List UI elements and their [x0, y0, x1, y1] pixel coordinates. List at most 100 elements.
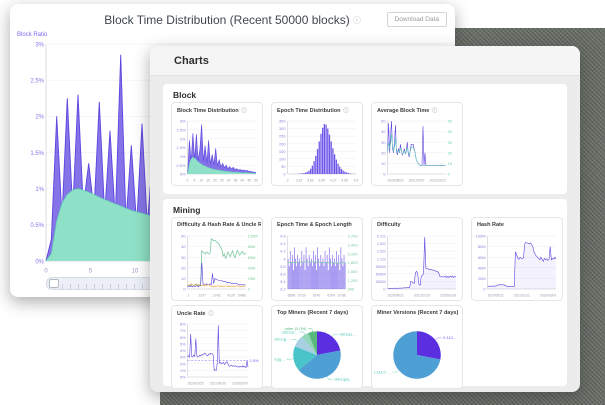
charts-title: Charts: [174, 55, 209, 67]
epoch-time-distribution-mini-chart: 350 300 250 200 150 100 50 0 3 3.32 3.63 3.95 4.27 4.…: [274, 117, 360, 183]
difficulty-hashrate-unclerate-mini-chart: 50 40 30 20 10 0 100M 80M 60M 40M 20M 0 1 1377 2743 412…: [174, 232, 260, 298]
svg-text:10: 10: [199, 179, 203, 183]
svg-text:1.8G: 1.8G: [377, 241, 386, 246]
svg-text:2022/12/23: 2022/12/23: [430, 179, 446, 183]
svg-text:15: 15: [206, 179, 210, 183]
svg-text:45: 45: [247, 179, 251, 183]
svg-text:3.4: 3.4: [280, 279, 286, 284]
svg-text:ckb1qz…: ckb1qz…: [340, 332, 357, 337]
svg-text:ckb1qt…: ckb1qt…: [282, 329, 298, 334]
mini-chart-card-epoch-time-distribution[interactable]: Epoch Time Distribution ⓘ 350 300 250 200 150…: [271, 102, 363, 186]
svg-text:6786: 6786: [338, 294, 346, 298]
svg-text:0.110…: 0.110…: [443, 335, 457, 340]
svg-text:6%: 6%: [180, 335, 186, 340]
svg-text:6720: 6720: [298, 294, 306, 298]
svg-text:ckb1qj…: ckb1qj…: [274, 337, 290, 342]
svg-text:900: 900: [348, 287, 355, 292]
svg-text:60M: 60M: [478, 255, 486, 260]
svg-text:300: 300: [279, 126, 286, 131]
svg-text:0.5%: 0.5%: [176, 163, 186, 168]
svg-text:3.32: 3.32: [296, 179, 303, 183]
svg-text:0: 0: [483, 287, 486, 292]
svg-text:1.2G: 1.2G: [377, 256, 386, 261]
slider-handle-left[interactable]: [49, 279, 59, 288]
svg-text:7%: 7%: [180, 328, 186, 333]
svg-text:0%: 0%: [180, 375, 186, 380]
mini-chart-title: Miner Versions (Recent 7 days): [377, 310, 459, 316]
mini-chart-card-difficulty-hashrate-unclerate[interactable]: Difficulty & Hash Rate & Uncle Rate 50 40…: [171, 217, 263, 301]
svg-text:2021/09/30: 2021/09/30: [210, 382, 226, 386]
svg-text:4.6: 4.6: [280, 234, 286, 239]
mini-chart-title: Difficulty & Hash Rate & Uncle Rate: [177, 222, 261, 228]
svg-text:1,500: 1,500: [348, 269, 359, 274]
svg-text:4.2: 4.2: [280, 249, 286, 254]
info-icon[interactable]: ⓘ: [241, 108, 247, 114]
svg-text:0: 0: [383, 287, 386, 292]
svg-text:20: 20: [448, 150, 453, 155]
svg-text:3.63: 3.63: [307, 179, 314, 183]
block-section-label: Block: [173, 90, 197, 100]
svg-text:20: 20: [181, 265, 186, 270]
svg-text:4%: 4%: [180, 348, 186, 353]
svg-text:1%: 1%: [180, 154, 186, 159]
charts-window: Charts Block Block Time Distribution ⓘ 3%…: [150, 46, 580, 392]
svg-text:8%: 8%: [180, 322, 186, 327]
svg-text:4.27: 4.27: [330, 179, 337, 183]
svg-text:80M: 80M: [248, 244, 256, 249]
top-miners-pie-chart: ckb1qz… ckb1qyq… ckb1qg… ckb1qj… ckb1qt…othe…: [268, 320, 360, 386]
svg-text:4.9: 4.9: [354, 179, 359, 183]
svg-text:0%: 0%: [35, 259, 44, 265]
svg-text:20: 20: [213, 179, 217, 183]
svg-text:30: 30: [227, 179, 231, 183]
svg-text:600M: 600M: [376, 271, 386, 276]
svg-text:10: 10: [448, 161, 453, 166]
info-icon[interactable]: ⓘ: [352, 16, 361, 25]
block-section: Block Block Time Distribution ⓘ 3% 2.5% 2% 1…: [163, 84, 567, 194]
download-data-button[interactable]: Download Data: [386, 12, 447, 27]
mini-chart-card-average-block-time[interactable]: Average Block Time ⓘ 50 40 30 20 10 0 50 40 30 20 1…: [371, 102, 463, 186]
svg-text:40M: 40M: [248, 265, 256, 270]
svg-text:40: 40: [448, 129, 453, 134]
difficulty-mini-chart: 2.1G 1.8G 1.5G 1.2G 900M 600M 300M 0 2020/08/22 2…: [374, 232, 460, 298]
svg-text:1%: 1%: [35, 187, 44, 193]
svg-text:2.5%: 2.5%: [176, 127, 186, 132]
svg-text:25: 25: [220, 179, 224, 183]
mini-chart-card-uncle-rate[interactable]: Uncle Rate ⓘ 8% 7% 6% 5% 4% 3% 2% 1% 0% 2020/01/25…: [171, 305, 263, 389]
svg-text:4.58: 4.58: [341, 179, 348, 183]
svg-text:0: 0: [44, 269, 48, 275]
svg-text:6742: 6742: [313, 294, 321, 298]
svg-text:2020/09/22: 2020/09/22: [488, 294, 504, 298]
svg-text:1.5%: 1.5%: [30, 151, 44, 157]
svg-text:2,400: 2,400: [348, 242, 359, 247]
svg-text:200: 200: [279, 141, 286, 146]
svg-text:5486: 5486: [238, 294, 246, 298]
mini-chart-card-hash-rate[interactable]: Hash Rate 100M 80M 60M 40M 20M 0 2020/09/22 202…: [471, 217, 563, 301]
svg-text:3: 3: [287, 179, 289, 183]
svg-text:40: 40: [240, 179, 244, 183]
mini-chart-card-miner-versions[interactable]: Miner Versions (Recent 7 days) 0.110… 0.1…: [371, 305, 463, 389]
svg-text:20M: 20M: [248, 276, 256, 281]
svg-text:0.111.0 …: 0.111.0 …: [374, 369, 391, 374]
svg-text:2020/08/22: 2020/08/22: [388, 179, 404, 183]
mini-chart-card-epoch-time-epoch-length[interactable]: Epoch Time & Epoch Length 4.6 4.4 4.2 4 3.8 3…: [271, 217, 363, 301]
mini-chart-card-block-time-distribution[interactable]: Block Time Distribution ⓘ 3% 2.5% 2% 1.5% 1% 0…: [171, 102, 263, 186]
mini-chart-card-difficulty[interactable]: Difficulty 2.1G 1.8G 1.5G 1.2G 900M 600M 300M 0…: [371, 217, 463, 301]
info-icon[interactable]: ⓘ: [343, 108, 349, 114]
mini-chart-title: Difficulty: [377, 222, 401, 228]
svg-text:2,100: 2,100: [348, 251, 359, 256]
info-icon[interactable]: ⓘ: [208, 311, 214, 317]
svg-text:350: 350: [279, 119, 286, 124]
mini-chart-card-top-miners[interactable]: Top Miners (Recent 7 days) ckb1qz… ckb1qy…: [268, 305, 363, 389]
svg-text:50: 50: [181, 234, 186, 239]
mini-chart-title: Average Block Time: [377, 108, 430, 114]
svg-text:6698: 6698: [288, 294, 296, 298]
svg-text:4: 4: [283, 256, 286, 261]
svg-text:4.4: 4.4: [280, 241, 286, 246]
info-icon[interactable]: ⓘ: [432, 108, 438, 114]
svg-text:1,200: 1,200: [348, 278, 359, 283]
svg-text:1: 1: [188, 294, 190, 298]
svg-text:40: 40: [181, 244, 186, 249]
svg-text:0: 0: [187, 179, 189, 183]
svg-text:0: 0: [283, 172, 286, 177]
svg-text:0: 0: [183, 287, 186, 292]
